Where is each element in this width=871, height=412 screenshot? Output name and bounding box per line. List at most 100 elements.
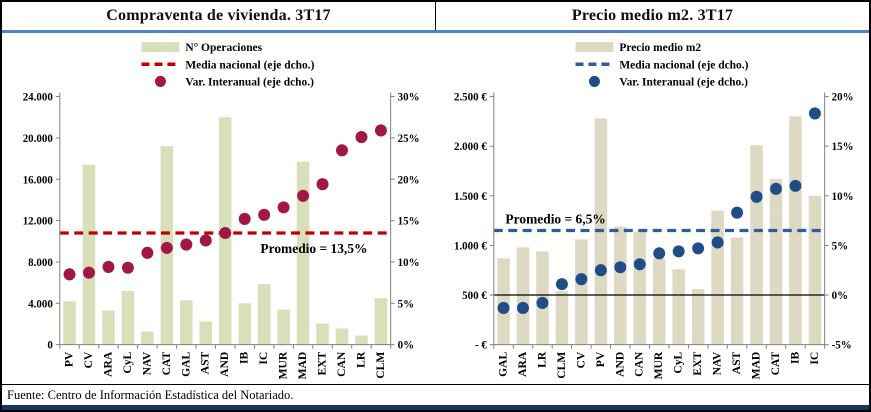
dot-CyL xyxy=(121,261,134,274)
chart-title-right: Precio medio m2. 3T17 xyxy=(571,7,734,24)
x-label-MUR: MUR xyxy=(278,351,290,379)
legend-bar-swatch xyxy=(575,42,613,53)
x-label-PV: PV xyxy=(594,351,606,367)
right-axis-tick: 5% xyxy=(398,298,414,310)
legend-label: N° Operaciones xyxy=(185,42,262,54)
source-note: Fuente: Centro de Información Estadístic… xyxy=(2,384,869,405)
chart-canvas: 24.000 20.000 16.000 12.000 8.000 4.000 0 30% 25… xyxy=(23,42,420,380)
dot-MAD xyxy=(297,189,310,202)
legend-dot-swatch xyxy=(154,75,166,87)
bar-ARA xyxy=(516,247,529,345)
x-label-CV: CV xyxy=(575,351,587,368)
x-label-CLM: CLM xyxy=(375,352,387,379)
mean-annotation: Promedio = 6,5% xyxy=(505,212,605,227)
right-axis-tick: 20% xyxy=(398,174,420,186)
dot-LR xyxy=(535,296,548,310)
x-label-PV: PV xyxy=(64,351,76,367)
right-axis-tick: 15% xyxy=(398,216,420,228)
left-axis-tick: - € xyxy=(474,340,486,352)
bar-CLM xyxy=(374,298,388,345)
x-label-CyL: CyL xyxy=(122,351,134,373)
x-label-MUR: MUR xyxy=(653,351,665,379)
bar-GAL xyxy=(180,300,193,345)
x-label-CAT: CAT xyxy=(770,351,782,375)
right-axis-tick: -5% xyxy=(831,340,851,352)
dot-ARA xyxy=(102,260,115,273)
bar-CV xyxy=(82,164,96,345)
bar-AST xyxy=(730,237,743,345)
left-axis-labels: 24.000 20.000 16.000 12.000 8.000 4.000 0 xyxy=(23,92,54,352)
dot-AND xyxy=(219,226,232,240)
x-label-IC: IC xyxy=(808,352,820,365)
bar-MUR xyxy=(652,258,666,345)
x-label-CyL: CyL xyxy=(672,351,684,373)
left-axis-tick: 2.500 € xyxy=(453,92,486,104)
bar-AND xyxy=(613,226,627,345)
dot-GAL xyxy=(180,238,193,251)
legend-label: Media nacional (eje dcho.) xyxy=(619,59,748,71)
charts-area: 24.000 20.000 16.000 12.000 8.000 4.000 0 30% 25… xyxy=(2,33,869,384)
right-axis-tick: 10% xyxy=(398,257,420,269)
x-label-IC: IC xyxy=(258,352,270,365)
right-axis-tick: 10% xyxy=(831,191,853,203)
source-text: Fuente: Centro de Información Estadístic… xyxy=(7,388,294,402)
legend-label: Var. Interanual (eje dcho.) xyxy=(619,76,748,88)
dot-IB xyxy=(238,212,251,226)
dot-EXT xyxy=(691,242,704,255)
dot-MUR xyxy=(277,201,290,214)
left-axis-tick: 16.000 xyxy=(23,174,54,186)
left-axis-tick: 12.000 xyxy=(23,216,54,228)
right-axis-tick: 15% xyxy=(831,141,853,153)
legend-bar-swatch xyxy=(141,42,180,53)
dot-CLM xyxy=(555,278,568,291)
left-axis-tick: 500 € xyxy=(462,290,487,302)
right-axis-tick: 20% xyxy=(831,92,853,104)
x-label-NAV: NAV xyxy=(141,351,153,375)
dot-EXT xyxy=(316,178,329,191)
bar-EXT xyxy=(691,289,704,345)
dot-AST xyxy=(730,206,743,219)
chart-title-left: Compraventa de vivienda. 3T17 xyxy=(2,2,436,30)
x-label-AST: AST xyxy=(731,351,743,374)
x-label-AST: AST xyxy=(200,351,212,374)
x-label-NAV: NAV xyxy=(711,351,723,375)
x-label-AND: AND xyxy=(219,352,231,377)
dot-CyL xyxy=(672,245,685,258)
bar-CyL xyxy=(671,269,685,345)
left-axis-tick: 2.000 € xyxy=(453,141,486,153)
left-axis-tick: 8.000 xyxy=(28,257,53,269)
x-label-MAD: MAD xyxy=(750,352,762,380)
x-label-LR: LR xyxy=(355,351,367,368)
bar-CAN xyxy=(632,231,646,345)
right-axis-tick: 0% xyxy=(398,340,414,352)
right-axis-tick: 0% xyxy=(831,290,847,302)
dot-CAN xyxy=(633,258,646,271)
left-axis-tick: 1.000 € xyxy=(453,240,486,252)
dot-MAD xyxy=(750,190,763,203)
left-axis-tick: 4.000 xyxy=(28,298,53,310)
left-axis-tick: 1.500 € xyxy=(453,191,486,203)
x-label-EXT: EXT xyxy=(317,351,329,375)
dot-NAV xyxy=(141,246,154,259)
x-label-LR: LR xyxy=(536,351,548,368)
x-label-MAD: MAD xyxy=(297,352,309,380)
dot-CAT xyxy=(769,182,782,195)
x-label-ARA: ARA xyxy=(517,351,529,377)
chart-compraventa-vivienda: 24.000 20.000 16.000 12.000 8.000 4.000 0 30% 25… xyxy=(2,33,436,384)
left-axis-tick: 24.000 xyxy=(23,92,54,104)
bar-IC xyxy=(257,284,271,345)
legend: N° Operaciones Media nacional (eje dcho.)… xyxy=(141,42,315,88)
dot-MUR xyxy=(652,247,665,260)
axes xyxy=(489,92,829,349)
x-label-ARA: ARA xyxy=(102,351,114,377)
x-label-IB: IB xyxy=(239,351,251,364)
bar-CyL xyxy=(121,290,135,345)
chart-precio-medio-m2: 2.500 € 2.000 € 1.500 € 1.000 € 500 € - € 20% 1… xyxy=(436,33,870,384)
bar-MAD xyxy=(296,161,310,345)
mean-annotation: Promedio = 13,5% xyxy=(260,241,367,256)
bar-CLM xyxy=(555,291,568,345)
dot-LR xyxy=(355,131,368,144)
x-axis-labels: GAL ARA LR CLM CV PV AND CAN MUR CyL EXT NAV AST MAD C… xyxy=(497,351,820,379)
x-label-EXT: EXT xyxy=(692,351,704,375)
